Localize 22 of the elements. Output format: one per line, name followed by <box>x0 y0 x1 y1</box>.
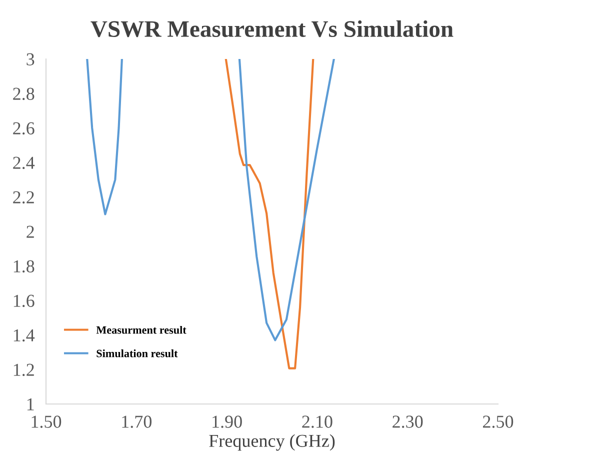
y-tick-label: 1 <box>27 398 34 410</box>
x-tick-label: 1.50 <box>32 416 62 428</box>
line-series <box>224 59 314 370</box>
x-tick-label: 2.50 <box>482 416 514 428</box>
y-tick-label: 2 <box>26 226 34 238</box>
x-tick-label: 2.10 <box>302 416 332 428</box>
legend-label: Simulation result <box>96 349 178 358</box>
chart-title: VSWR Measurement Vs Simulation <box>90 20 454 38</box>
x-tick-label: 1.90 <box>212 416 242 428</box>
x-tick-label: 1.70 <box>122 416 152 428</box>
y-tick-label: 1.4 <box>14 329 35 342</box>
y-tick-label: 2.4 <box>13 156 35 170</box>
x-axis-title: Frequency (GHz) <box>209 434 335 451</box>
x-tick-label: 2.30 <box>392 416 423 428</box>
y-tick-label: 1.2 <box>14 364 34 376</box>
y-tick-label: 2.8 <box>13 88 34 100</box>
legend-label: Measurment result <box>96 326 186 334</box>
y-tick-label: 2.6 <box>13 122 34 135</box>
y-tick-label: 3 <box>26 53 34 66</box>
y-tick-label: 1.8 <box>14 260 34 273</box>
y-tick-label: 2.2 <box>13 191 34 204</box>
y-tick-label: 1.6 <box>14 294 34 308</box>
